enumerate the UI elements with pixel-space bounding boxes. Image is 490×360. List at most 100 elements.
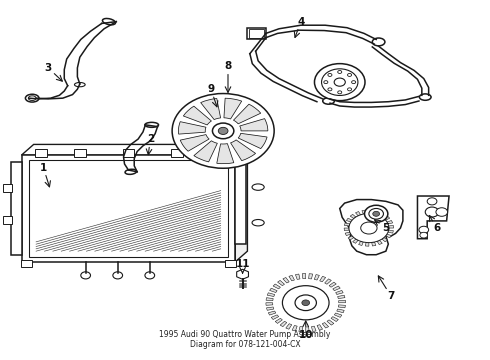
Polygon shape <box>22 144 247 155</box>
Circle shape <box>113 272 122 279</box>
Circle shape <box>324 81 328 84</box>
Bar <box>35 149 47 157</box>
Circle shape <box>347 73 352 76</box>
Polygon shape <box>283 278 289 283</box>
Circle shape <box>328 88 332 91</box>
Ellipse shape <box>74 82 85 87</box>
Polygon shape <box>353 239 358 243</box>
Polygon shape <box>372 242 376 246</box>
Circle shape <box>419 226 429 233</box>
Polygon shape <box>339 300 345 303</box>
Circle shape <box>213 123 234 139</box>
Polygon shape <box>309 274 313 279</box>
Circle shape <box>315 64 365 101</box>
Polygon shape <box>355 212 361 216</box>
Text: 6: 6 <box>433 223 441 233</box>
Circle shape <box>427 198 437 205</box>
Polygon shape <box>333 286 340 291</box>
Circle shape <box>349 213 389 243</box>
Polygon shape <box>348 236 354 240</box>
Circle shape <box>425 207 439 217</box>
Polygon shape <box>267 307 274 310</box>
Circle shape <box>365 205 388 222</box>
Circle shape <box>172 94 274 168</box>
Ellipse shape <box>252 220 264 226</box>
Bar <box>29 161 228 257</box>
Bar <box>21 260 32 267</box>
Bar <box>74 149 86 157</box>
Wedge shape <box>178 122 206 134</box>
Text: 1995 Audi 90 Quattro Water Pump Assembly
Diagram for 078-121-004-CX: 1995 Audi 90 Quattro Water Pump Assembly… <box>159 330 331 349</box>
Polygon shape <box>359 241 363 246</box>
Polygon shape <box>374 211 379 215</box>
Circle shape <box>145 272 155 279</box>
Circle shape <box>338 71 342 73</box>
Circle shape <box>373 211 380 216</box>
Polygon shape <box>384 216 390 220</box>
Polygon shape <box>338 305 345 308</box>
Bar <box>22 155 235 262</box>
Polygon shape <box>388 230 393 233</box>
Text: 3: 3 <box>45 63 52 73</box>
Polygon shape <box>334 313 342 318</box>
Text: 10: 10 <box>298 330 313 340</box>
Polygon shape <box>389 225 393 228</box>
Wedge shape <box>240 119 268 131</box>
Polygon shape <box>369 210 372 213</box>
Polygon shape <box>277 280 285 285</box>
Wedge shape <box>180 135 209 151</box>
Polygon shape <box>314 275 319 280</box>
Polygon shape <box>350 214 356 219</box>
Polygon shape <box>273 284 280 289</box>
Bar <box>11 162 22 255</box>
Circle shape <box>81 272 91 279</box>
Polygon shape <box>267 293 275 297</box>
Polygon shape <box>286 324 292 329</box>
Polygon shape <box>380 213 385 217</box>
Ellipse shape <box>102 18 116 25</box>
Polygon shape <box>338 295 345 298</box>
Circle shape <box>218 127 228 134</box>
Circle shape <box>361 222 377 234</box>
Wedge shape <box>231 140 256 161</box>
Text: 11: 11 <box>235 258 250 269</box>
Circle shape <box>302 300 310 306</box>
Polygon shape <box>366 243 369 246</box>
Polygon shape <box>280 321 287 327</box>
Circle shape <box>352 81 356 84</box>
Polygon shape <box>325 279 331 284</box>
Ellipse shape <box>28 96 36 100</box>
Bar <box>210 149 221 157</box>
Wedge shape <box>233 104 261 124</box>
Circle shape <box>321 69 358 95</box>
Polygon shape <box>266 298 273 301</box>
Circle shape <box>338 91 342 94</box>
Polygon shape <box>322 323 329 328</box>
Polygon shape <box>377 240 382 244</box>
Polygon shape <box>345 232 351 235</box>
Ellipse shape <box>419 94 431 100</box>
Polygon shape <box>337 309 344 313</box>
Polygon shape <box>387 220 392 224</box>
Bar <box>249 29 265 39</box>
Polygon shape <box>266 303 273 305</box>
Polygon shape <box>327 320 334 325</box>
Polygon shape <box>295 274 300 279</box>
Text: 2: 2 <box>147 134 154 144</box>
Bar <box>171 149 183 157</box>
Wedge shape <box>217 144 234 164</box>
Ellipse shape <box>125 169 137 174</box>
Wedge shape <box>194 141 218 162</box>
Polygon shape <box>331 317 339 321</box>
Bar <box>235 152 246 244</box>
Polygon shape <box>344 228 349 231</box>
Polygon shape <box>292 325 297 331</box>
Circle shape <box>420 232 428 238</box>
Polygon shape <box>237 269 248 279</box>
Wedge shape <box>183 106 211 125</box>
Wedge shape <box>201 99 220 120</box>
Circle shape <box>282 286 329 320</box>
Polygon shape <box>270 288 277 293</box>
Circle shape <box>436 208 447 216</box>
Ellipse shape <box>145 122 159 127</box>
